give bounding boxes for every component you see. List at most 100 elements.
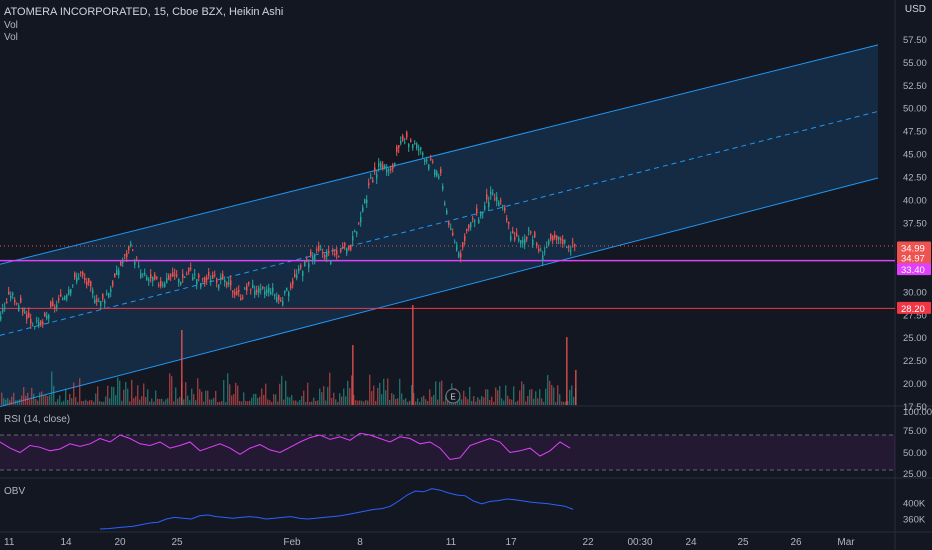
candle-body [564,239,566,243]
volume-bar [167,398,169,405]
volume-bar [195,400,197,405]
volume-bar [89,400,91,405]
volume-bar [315,400,317,405]
volume-bar [27,392,29,405]
candle-body [570,250,572,252]
time-tick-label: 22 [582,537,594,548]
candle-body [466,228,468,231]
volume-bar [147,389,149,405]
volume-bar [425,399,427,405]
obv-line [99,488,574,530]
volume-bar [429,389,431,405]
candle-body [516,233,518,236]
volume-bar [123,389,125,405]
candle-body [552,236,554,241]
volume-bar [483,397,485,405]
volume-bar [485,389,487,405]
candle-body [170,274,172,277]
candle-body [130,243,132,246]
candle-body [370,177,372,179]
channel-upper-line [0,44,879,265]
volume-bar [175,387,177,405]
candle-body [252,284,254,289]
volume-bar [107,385,109,405]
price-tick-label: 52.50 [903,81,927,92]
candle-body [470,222,472,228]
candle-body [300,265,302,268]
volume-bar [21,395,23,405]
candle-body [32,325,34,327]
candle-body [88,278,90,283]
candle-body [416,143,418,149]
volume-bar [131,379,133,405]
candle-body [12,293,14,296]
candle-body [438,176,440,179]
candle-body [522,240,524,243]
candle-body [510,235,512,241]
price-tick-label: 27.50 [903,310,927,321]
volume-legend-2: Vol [4,32,18,43]
candle-body [176,274,178,277]
volume-bar [291,395,293,405]
volume-bar [531,389,533,405]
candle-body [164,283,166,287]
volume-spike-bar [566,337,568,405]
volume-bar [83,400,85,405]
volume-bar [35,398,37,405]
volume-bar [469,386,471,405]
candle-body [382,164,384,169]
candle-body [442,186,444,190]
candle-body [48,315,50,319]
candle-body [540,250,542,252]
candle-body [458,252,460,258]
candle-body [18,305,20,311]
candle-body [256,289,258,293]
volume-bar [385,390,387,405]
candle-body [124,254,126,256]
volume-bar [249,400,251,405]
volume-bar [263,394,265,405]
volume-bar [283,399,285,405]
candle-body [16,302,18,304]
candle-body [358,222,360,224]
volume-bar [125,382,127,405]
volume-bar [331,397,333,405]
candle-body [378,162,380,167]
price-tick-label: 42.50 [903,173,927,184]
candle-body [568,246,570,248]
volume-bar [433,394,435,405]
time-tick-label: 24 [685,537,697,548]
candle-body [156,276,158,279]
volume-bar [481,395,483,405]
candle-body [512,230,514,234]
candle-body [4,307,6,309]
volume-bar [197,378,199,405]
volume-bar [351,375,353,405]
volume-bar [45,395,47,405]
volume-bar [19,399,21,405]
candle-body [372,180,374,183]
candle-body [188,267,190,272]
obv-tick-label: 400K [903,499,926,510]
candle-body [84,277,86,280]
volume-bar [297,401,299,405]
candle-body [350,246,352,250]
volume-bar [15,400,17,405]
candle-body [440,169,442,174]
candle-body [160,280,162,287]
candle-body [108,292,110,298]
volume-bar [275,394,277,405]
price-badge-label-magenta-line: 33.40 [901,265,925,276]
candle-body [316,249,318,251]
candle-body [254,290,256,295]
currency-label: USD [904,4,926,15]
candle-body [546,246,548,248]
candle-body [14,299,16,303]
volume-bar [563,401,565,405]
volume-bar [559,394,561,405]
candle-body [144,272,146,275]
candle-body [482,212,484,214]
candle-body [384,165,386,169]
volume-bar [549,380,551,405]
